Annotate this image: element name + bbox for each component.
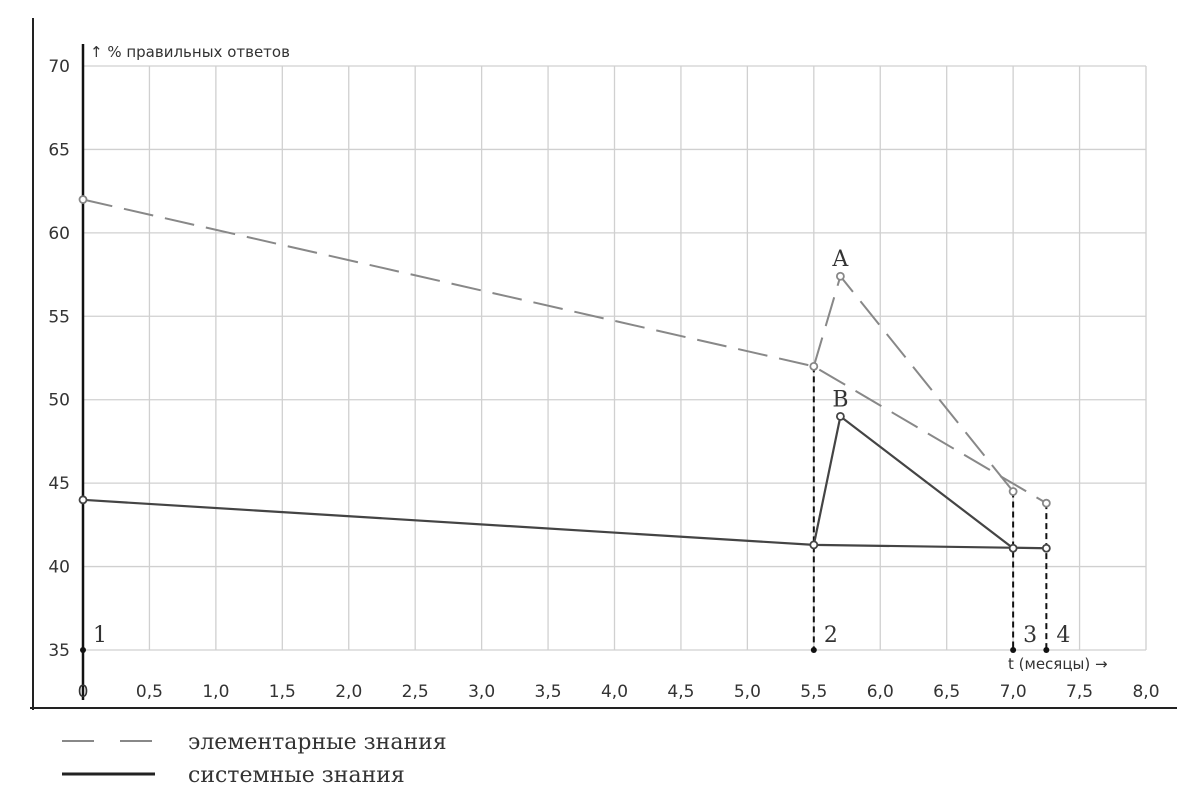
y-tick-label: 65 <box>48 140 70 160</box>
x-tick-label: 8,0 <box>1132 682 1159 702</box>
y-tick-label: 50 <box>48 391 70 411</box>
x-tick-label: 3,0 <box>468 682 495 702</box>
tick-labels: 0 0,5 1,0 1,5 2,0 2,5 3,0 3,5 4,0 4,5 5,0 5,5 6,0 6,5… <box>48 57 1159 702</box>
point-elementary <box>78 195 88 204</box>
y-tick-label: 40 <box>48 558 70 578</box>
point-systemic <box>1008 543 1018 553</box>
x-tick-label: 5,0 <box>734 682 761 702</box>
x-tick-label: 4,5 <box>667 682 694 702</box>
marker-base-point <box>1043 647 1050 653</box>
x-tick-label: 5,5 <box>800 682 827 702</box>
legend-label-systemic: системные знания <box>188 763 405 787</box>
point-systemic <box>78 495 88 505</box>
legend: элементарные знания системные знания <box>62 730 447 787</box>
point-systemic <box>835 411 845 421</box>
series-line-systemic <box>812 414 1014 550</box>
annotations: AB <box>831 247 849 412</box>
series-line-elementary <box>82 198 1047 505</box>
x-tick-label: 3,5 <box>535 682 562 702</box>
annotation-A: A <box>831 247 849 272</box>
x-tick-label: 1,5 <box>269 682 296 702</box>
point-elementary <box>1041 498 1051 508</box>
point-elementary <box>835 271 845 281</box>
point-systemic <box>809 540 819 550</box>
marker-number: 2 <box>824 623 838 648</box>
point-elementary <box>1008 487 1018 496</box>
y-tick-label: 35 <box>48 641 70 661</box>
marker-number: 4 <box>1056 623 1070 648</box>
x-tick-label: 1,0 <box>202 682 229 702</box>
y-tick-label: 70 <box>48 57 70 77</box>
y-tick-label: 60 <box>48 224 70 244</box>
y-tick-label: 45 <box>48 474 70 494</box>
x-tick-label: 4,0 <box>601 682 628 702</box>
x-tick-label: 2,5 <box>402 682 429 702</box>
marker-number: 1 <box>93 623 107 648</box>
x-tick-label: 6,0 <box>867 682 894 702</box>
point-elementary <box>809 361 819 371</box>
x-tick-label: 0,5 <box>136 682 163 702</box>
marker-base-point <box>1010 647 1017 653</box>
x-axis-label: t (месяцы) → <box>1008 655 1108 673</box>
marker-base-point <box>810 647 817 653</box>
point-systemic <box>1041 543 1051 553</box>
y-axis-label: ↑ % правильных ответов <box>90 43 290 61</box>
x-tick-label: 7,0 <box>1000 682 1027 702</box>
axes <box>30 18 1177 710</box>
grid <box>82 65 1147 651</box>
x-tick-label: 7,5 <box>1066 682 1093 702</box>
marker-number: 3 <box>1023 623 1037 648</box>
data-points <box>78 195 1051 553</box>
x-tick-label: 0 <box>78 682 89 702</box>
x-tick-label: 6,5 <box>933 682 960 702</box>
x-tick-label: 2,0 <box>335 682 362 702</box>
series-lines <box>82 198 1047 550</box>
series-line-systemic <box>82 498 1047 550</box>
y-tick-label: 55 <box>48 307 70 327</box>
legend-label-elementary: элементарные знания <box>188 730 447 755</box>
marker-base-point <box>80 647 86 653</box>
annotation-B: B <box>832 387 848 412</box>
